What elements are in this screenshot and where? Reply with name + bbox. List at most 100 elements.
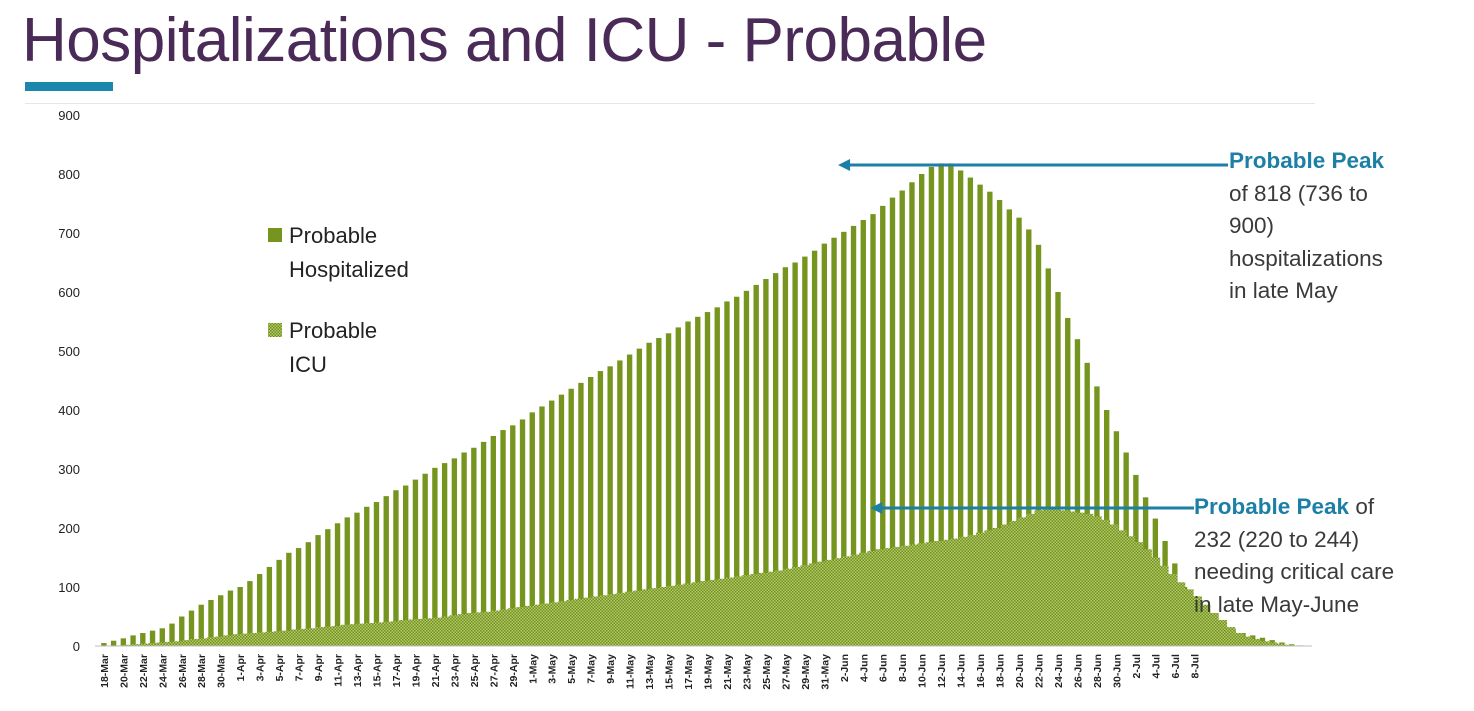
icu-bar	[566, 599, 576, 646]
icu-bar	[499, 609, 509, 646]
hospitalized-bar	[714, 307, 720, 646]
icu-bar	[223, 635, 233, 646]
icu-bar	[332, 625, 341, 646]
hospitalized-bar	[441, 463, 448, 646]
x-tick-label: 29-Apr	[508, 654, 520, 687]
hospitalized-bar	[208, 599, 214, 646]
hospitalized-bar	[140, 633, 146, 646]
icu-bar	[1226, 627, 1236, 646]
icu-bar	[1026, 513, 1035, 646]
title-accent-bar	[25, 82, 113, 91]
hospitalized-bar	[617, 360, 623, 646]
icu-bar	[1193, 596, 1202, 646]
icu-bar	[474, 612, 484, 646]
x-tick-label: 22-Mar	[138, 654, 150, 688]
x-tick-label: 15-May	[664, 654, 676, 690]
icu-bar	[708, 579, 718, 646]
hospitalized-bar	[1026, 229, 1032, 646]
icu-bar	[232, 634, 241, 646]
icu-bar	[608, 594, 617, 646]
x-tick-label: 21-May	[722, 654, 734, 690]
icu-bar	[390, 621, 400, 646]
x-tick-label: 19-May	[703, 654, 715, 690]
icu-bar	[842, 556, 851, 646]
icu-bar	[1067, 511, 1077, 646]
hospitalized-bar	[802, 256, 808, 646]
x-tick-label: 9-May	[605, 654, 617, 684]
icu-peak-line2: 232 (220 to 244)	[1194, 526, 1360, 552]
x-tick-label: 20-Mar	[118, 654, 130, 688]
legend-label-hospitalized-line1: Probable	[289, 223, 377, 248]
legend-label-icu-line2: ICU	[289, 352, 327, 377]
hospitalized-bar	[782, 267, 789, 646]
icu-bar	[1109, 524, 1119, 646]
hospitalized-bar	[383, 496, 389, 646]
icu-bar	[959, 536, 968, 646]
legend-swatch-icu	[268, 323, 282, 337]
icu-bar	[1243, 636, 1253, 646]
x-tick-label: 3-Apr	[255, 654, 267, 681]
x-tick-label: 24-Jun	[1053, 654, 1065, 688]
icu-bar	[1201, 604, 1211, 646]
icu-bar	[1151, 557, 1161, 646]
x-tick-label: 26-Mar	[177, 654, 189, 688]
hospitalized-bar	[101, 643, 107, 646]
hospitalized-bar	[110, 640, 117, 646]
icu-bar	[1276, 643, 1286, 646]
x-tick-label: 1-May	[527, 654, 539, 684]
hospitalized-bar	[510, 425, 516, 646]
icu-bar	[975, 532, 985, 646]
hospitalized-bar	[1016, 217, 1022, 646]
legend-label-icu-line1: Probable	[289, 318, 377, 343]
icu-bar	[240, 633, 250, 646]
y-tick-label: 300	[58, 462, 80, 477]
hospitalized-bar	[529, 412, 535, 646]
x-tick-label: 28-Jun	[1092, 654, 1104, 688]
icu-bar	[775, 570, 785, 646]
x-tick-label: 25-May	[761, 654, 773, 690]
hospitalized-bar	[1045, 268, 1051, 646]
x-tick-label: 6-Jun	[878, 654, 890, 682]
icu-bar	[449, 615, 459, 646]
y-tick-label: 400	[58, 403, 80, 418]
icu-bar	[524, 605, 534, 646]
icu-bar	[466, 612, 475, 646]
hospitalized-bar	[344, 517, 350, 646]
icu-bar	[1118, 530, 1127, 646]
hospitalized-bar	[315, 535, 321, 646]
icu-bar	[516, 607, 525, 646]
chart-legend: Probable Hospitalized Probable ICU	[268, 223, 409, 377]
icu-bar	[532, 604, 542, 646]
icu-bar	[1218, 620, 1228, 646]
icu-bar	[900, 545, 910, 646]
x-tick-label: 7-Apr	[294, 654, 306, 681]
hosp-peak-line4: in late May	[1229, 278, 1338, 303]
icu-bar	[298, 628, 308, 646]
icu-bar	[633, 590, 642, 646]
icu-bar	[792, 566, 801, 646]
hospitalized-bar	[977, 184, 983, 646]
icu-bar	[992, 528, 1002, 646]
hospitalized-bar	[354, 512, 360, 646]
hospitalized-bar	[665, 333, 672, 646]
icu-bar	[817, 561, 826, 646]
icu-peak-highlight: Probable Peak	[1194, 494, 1350, 519]
x-tick-label: 13-May	[644, 654, 656, 690]
hospitalized-bar	[393, 490, 399, 646]
icu-bar	[374, 622, 383, 646]
icu-bar	[1076, 512, 1085, 646]
hospitalized-bar	[1074, 339, 1081, 646]
icu-series	[115, 509, 1303, 646]
x-tick-label: 6-Jul	[1170, 654, 1182, 679]
icu-bar	[1210, 612, 1219, 646]
icu-bar	[248, 633, 258, 646]
icu-bar	[909, 544, 918, 646]
icu-bar	[181, 640, 191, 646]
x-tick-label: 2-Jul	[1131, 654, 1143, 679]
icu-bar	[1268, 642, 1278, 646]
icu-bar	[399, 620, 408, 646]
hospitalized-bar	[675, 327, 681, 646]
icu-bar	[1009, 520, 1019, 646]
icu-bar	[741, 575, 751, 646]
x-tick-label: 19-Apr	[410, 654, 422, 687]
